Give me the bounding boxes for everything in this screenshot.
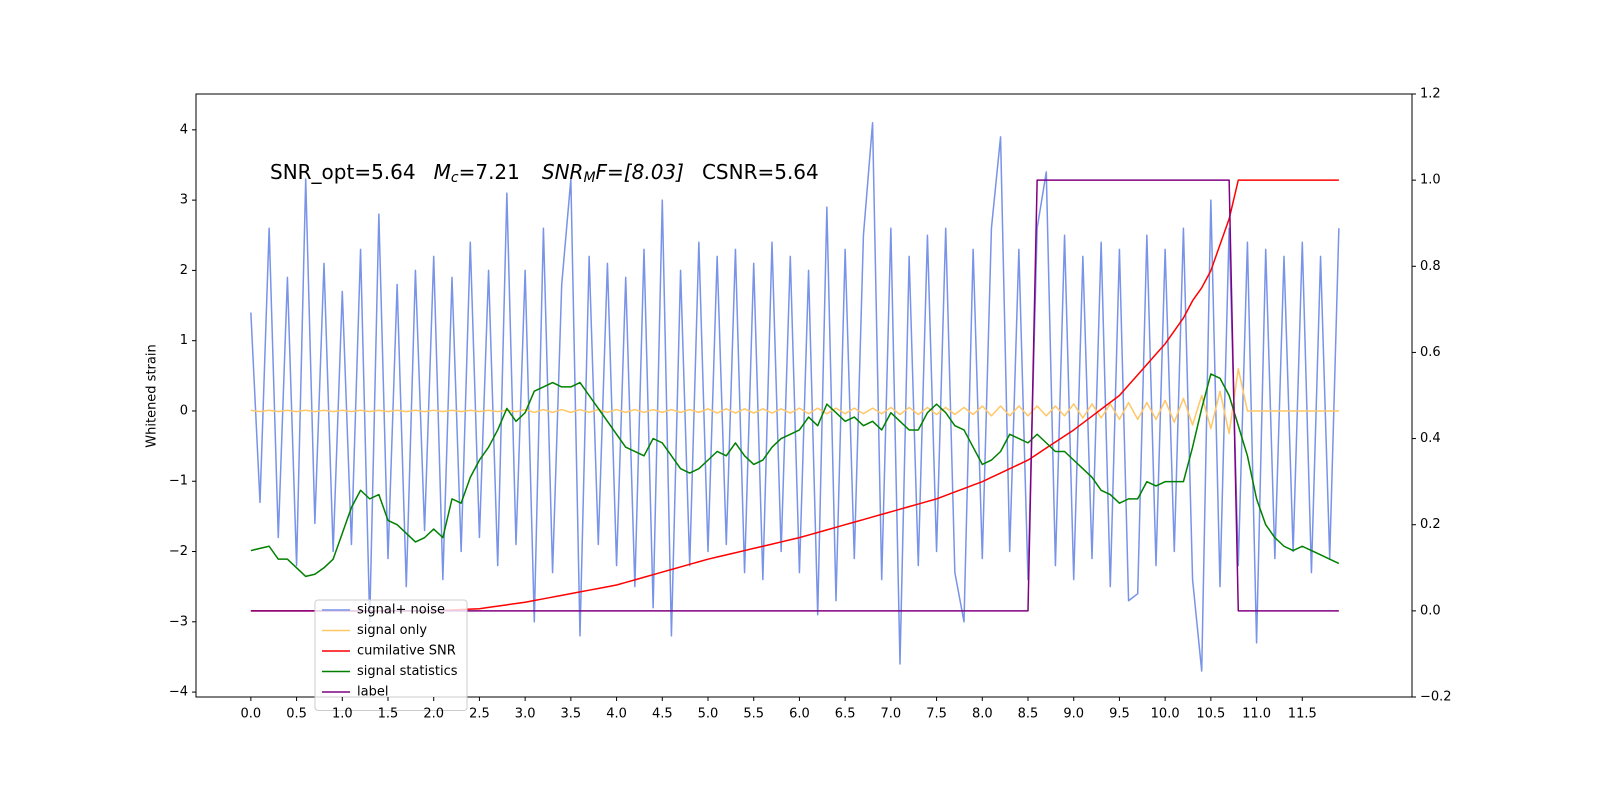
legend-label: signal statistics — [357, 664, 458, 679]
x-tick-label: 3.0 — [515, 707, 536, 722]
series-line — [250, 122, 1340, 672]
x-tick-label: 3.5 — [561, 707, 582, 722]
x-tick-label: 1.0 — [332, 707, 353, 722]
y-tick-label: 3 — [180, 193, 188, 208]
x-tick-label: 11.0 — [1242, 707, 1271, 722]
y-axis-label: Whitened strain — [145, 344, 160, 447]
x-tick-label: 2.5 — [469, 707, 490, 722]
y2-tick-label: −0.2 — [1420, 690, 1452, 705]
series-line — [250, 373, 1340, 578]
x-tick-label: 6.0 — [789, 707, 810, 722]
x-tick-label: 7.0 — [881, 707, 902, 722]
y-tick-label: 4 — [180, 122, 188, 137]
x-tick-label: 5.0 — [698, 707, 719, 722]
series-line — [250, 368, 1339, 435]
legend: signal+ noise signal only cumilative SNR si… — [314, 599, 468, 711]
y-tick-label: 1 — [180, 333, 188, 348]
y-tick-label: −4 — [169, 685, 188, 700]
y2-tick-label: 1.2 — [1420, 87, 1441, 102]
y-tick-label: 0 — [180, 403, 188, 418]
annotation-part: M — [434, 160, 451, 184]
annotation-part: F=[8.03] — [596, 160, 684, 184]
annotation: SNR_opt=5.64 Mc=7.21 SNRMF=[8.03] CSNR=5.64 — [270, 160, 819, 187]
y2-tick-label: 0.4 — [1420, 431, 1441, 446]
annotation-part: =7.21 — [459, 160, 520, 184]
annotation-part: SNR_opt=5.64 — [270, 160, 416, 184]
x-tick-label: 0.5 — [286, 707, 307, 722]
legend-box — [314, 599, 468, 711]
x-tick-label: 4.0 — [606, 707, 627, 722]
x-tick-label: 1.5 — [378, 707, 399, 722]
x-tick-label: 8.5 — [1018, 707, 1039, 722]
y-tick-label: −3 — [169, 614, 188, 629]
y-tick-label: −2 — [169, 544, 188, 559]
annotation-part: CSNR=5.64 — [702, 160, 819, 184]
y-tick-label: −1 — [169, 474, 188, 489]
annotation-part: c — [451, 170, 459, 186]
x-tick-label: 0.0 — [241, 707, 262, 722]
y2-tick-label: 0.6 — [1420, 345, 1441, 360]
x-tick-label: 9.0 — [1063, 707, 1084, 722]
y2-tick-label: 1.0 — [1420, 173, 1441, 188]
y2-tick-label: 0.2 — [1420, 517, 1441, 532]
x-tick-label: 7.5 — [926, 707, 947, 722]
x-tick-label: 10.0 — [1151, 707, 1180, 722]
y-tick-label: 2 — [180, 263, 188, 278]
x-tick-label: 6.5 — [835, 707, 856, 722]
x-tick-label: 5.5 — [743, 707, 764, 722]
legend-label: signal only — [357, 623, 427, 638]
x-tick-label: 2.0 — [423, 707, 444, 722]
x-tick-label: 4.5 — [652, 707, 673, 722]
x-tick-label: 9.5 — [1109, 707, 1130, 722]
legend-label: cumilative SNR — [357, 644, 456, 659]
axes-frame — [195, 93, 1413, 698]
annotation-part: SNR — [542, 160, 584, 184]
x-tick-label: 10.5 — [1196, 707, 1225, 722]
legend-label: signal+ noise — [357, 603, 445, 618]
x-tick-label: 8.0 — [972, 707, 993, 722]
x-tick-label: 11.5 — [1288, 707, 1317, 722]
y2-tick-label: 0.0 — [1420, 603, 1441, 618]
legend-label: label — [357, 685, 388, 700]
annotation-part: M — [583, 170, 595, 186]
y2-tick-label: 0.8 — [1420, 259, 1441, 274]
